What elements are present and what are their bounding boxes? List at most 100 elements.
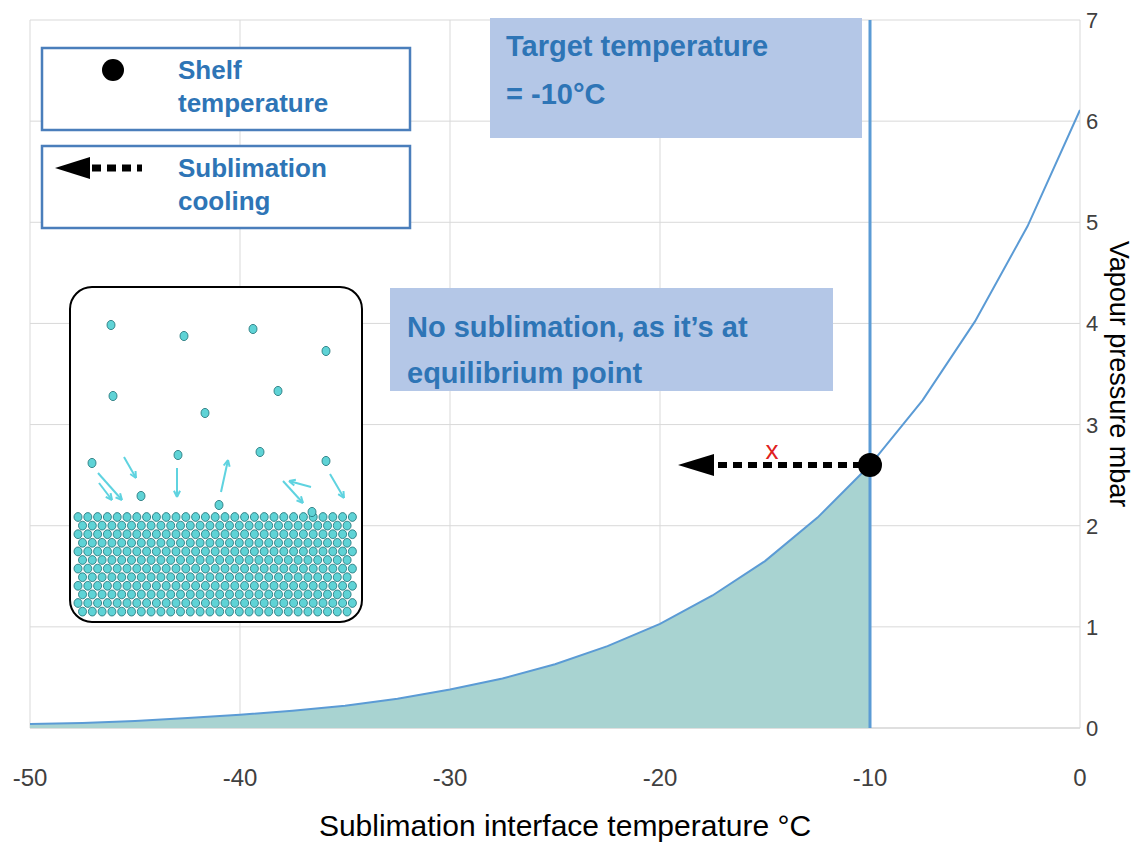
- solid-molecule: [196, 538, 204, 547]
- solid-molecule: [231, 530, 239, 539]
- solid-molecule: [255, 573, 263, 582]
- solid-molecule: [241, 581, 249, 590]
- solid-molecule: [177, 556, 185, 565]
- solid-molecule: [103, 599, 111, 608]
- solid-molecule: [172, 513, 180, 522]
- solid-molecule: [98, 573, 106, 582]
- solid-molecule: [88, 538, 96, 547]
- annotation-box: [390, 288, 833, 391]
- solid-molecule: [299, 599, 307, 608]
- solid-molecule: [348, 564, 356, 573]
- solid-molecule: [333, 573, 341, 582]
- solid-molecule: [186, 590, 194, 599]
- solid-molecule: [348, 581, 356, 590]
- solid-molecule: [275, 607, 283, 616]
- solid-molecule: [74, 564, 82, 573]
- solid-molecule: [84, 599, 92, 608]
- solid-molecule: [186, 521, 194, 530]
- chart-root: -50-40-30-20-10001234567Sublimation inte…: [0, 0, 1134, 847]
- solid-molecule: [245, 538, 253, 547]
- solid-molecule: [314, 573, 322, 582]
- solid-molecule: [113, 599, 121, 608]
- solid-molecule: [108, 607, 116, 616]
- solid-molecule: [255, 556, 263, 565]
- y-tick-label: 6: [1086, 109, 1098, 134]
- solid-molecule: [339, 581, 347, 590]
- solid-molecule: [294, 521, 302, 530]
- solid-molecule: [235, 521, 243, 530]
- molecule-inset: [70, 287, 362, 622]
- solid-molecule: [260, 564, 268, 573]
- solid-molecule: [196, 556, 204, 565]
- solid-molecule: [216, 590, 224, 599]
- motion-arrow-head: [289, 480, 296, 486]
- solid-molecule: [280, 599, 288, 608]
- solid-molecule: [79, 556, 87, 565]
- solid-molecule: [216, 607, 224, 616]
- solid-molecule: [275, 573, 283, 582]
- x-tick-label: -30: [433, 764, 468, 791]
- x-tick-label: -10: [853, 764, 888, 791]
- solid-molecule: [314, 607, 322, 616]
- solid-molecule: [147, 590, 155, 599]
- gas-molecule: [308, 507, 316, 516]
- solid-molecule: [255, 607, 263, 616]
- solid-molecule: [123, 581, 131, 590]
- solid-molecule: [280, 547, 288, 556]
- solid-molecule: [245, 607, 253, 616]
- legend-box: [42, 48, 410, 130]
- solid-molecule: [294, 538, 302, 547]
- solid-molecule: [299, 530, 307, 539]
- blocked-mark: x: [766, 435, 779, 465]
- solid-molecule: [348, 530, 356, 539]
- solid-molecule: [147, 607, 155, 616]
- solid-molecule: [343, 573, 351, 582]
- solid-molecule: [177, 607, 185, 616]
- solid-molecule: [265, 573, 273, 582]
- solid-molecule: [133, 581, 141, 590]
- solid-molecule: [231, 547, 239, 556]
- solid-molecule: [226, 607, 234, 616]
- solid-molecule: [172, 581, 180, 590]
- solid-molecule: [103, 581, 111, 590]
- solid-molecule: [250, 547, 258, 556]
- solid-molecule: [108, 573, 116, 582]
- solid-molecule: [192, 530, 200, 539]
- solid-molecule: [88, 521, 96, 530]
- solid-molecule: [172, 599, 180, 608]
- solid-molecule: [309, 599, 317, 608]
- target-box: [490, 18, 862, 138]
- plot-data: [30, 20, 1080, 728]
- motion-arrow-head: [116, 493, 122, 500]
- solid-molecule: [143, 599, 151, 608]
- solid-molecule: [324, 607, 332, 616]
- solid-molecule: [137, 590, 145, 599]
- solid-molecule: [343, 590, 351, 599]
- solid-molecule: [309, 530, 317, 539]
- solid-molecule: [157, 538, 165, 547]
- solid-molecule: [157, 607, 165, 616]
- solid-molecule: [280, 564, 288, 573]
- x-tick-label: -20: [643, 764, 678, 791]
- solid-molecule: [299, 547, 307, 556]
- y-tick-label: 5: [1086, 210, 1098, 235]
- solid-molecule: [339, 564, 347, 573]
- solid-molecule: [284, 607, 292, 616]
- solid-molecule: [182, 513, 190, 522]
- solid-molecule: [241, 599, 249, 608]
- solid-molecule: [186, 573, 194, 582]
- solid-molecule: [94, 581, 102, 590]
- solid-molecule: [113, 530, 121, 539]
- solid-molecule: [206, 573, 214, 582]
- solid-molecule: [284, 556, 292, 565]
- solid-molecule: [241, 530, 249, 539]
- solid-molecule: [304, 573, 312, 582]
- solid-molecule: [290, 581, 298, 590]
- solid-molecule: [167, 607, 175, 616]
- legend-dot: [102, 59, 124, 81]
- solid-molecule: [309, 564, 317, 573]
- solid-molecule: [226, 521, 234, 530]
- solid-molecule: [221, 547, 229, 556]
- solid-molecule: [182, 547, 190, 556]
- solid-molecule: [241, 547, 249, 556]
